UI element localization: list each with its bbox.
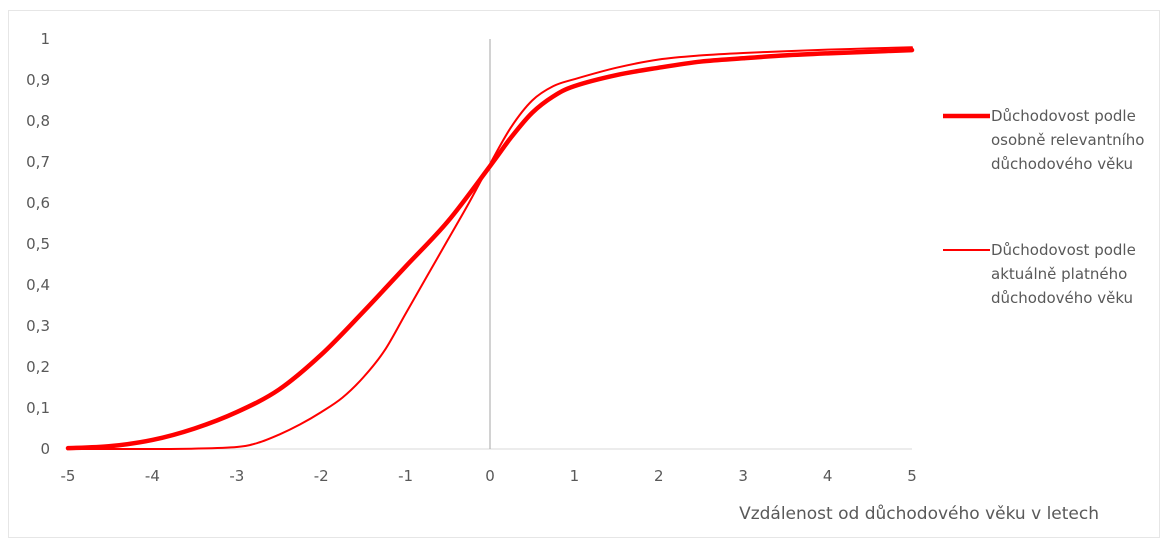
legend-label-2: Důchodovost podle: [991, 241, 1136, 259]
x-tick-label: 0: [485, 467, 495, 485]
legend-label-1: osobně relevantního: [991, 131, 1144, 149]
x-tick-label: 4: [823, 467, 833, 485]
chart-frame: [8, 10, 1160, 538]
legend-label-1: důchodového věku: [991, 155, 1133, 173]
legend-label-1: Důchodovost podle: [991, 107, 1136, 125]
y-tick-label: 0,2: [26, 358, 50, 376]
x-tick-label: -1: [398, 467, 413, 485]
legend-label-2: důchodového věku: [991, 289, 1133, 307]
y-tick-label: 0,9: [26, 71, 50, 89]
x-tick-label: -3: [229, 467, 244, 485]
x-tick-label: -4: [145, 467, 160, 485]
y-tick-label: 0,8: [26, 112, 50, 130]
x-axis-labels: -5 -4 -3 -2 -1 0 1 2 3 4 5: [61, 467, 917, 485]
x-tick-label: 1: [570, 467, 580, 485]
y-axis-labels: 0 0,1 0,2 0,3 0,4 0,5 0,6 0,7 0,8 0,9 1: [26, 30, 50, 458]
y-tick-label: 0,3: [26, 317, 50, 335]
y-tick-label: 0,7: [26, 153, 50, 171]
y-tick-label: 0,5: [26, 235, 50, 253]
x-tick-label: 5: [907, 467, 917, 485]
y-tick-label: 1: [40, 30, 50, 48]
series-line-1: [65, 47, 915, 451]
y-tick-label: 0,1: [26, 399, 50, 417]
series-group: [65, 46, 915, 451]
x-tick-label: 3: [738, 467, 748, 485]
x-tick-label: -2: [314, 467, 329, 485]
y-tick-label: 0,4: [26, 276, 50, 294]
x-tick-label: -5: [61, 467, 76, 485]
x-tick-label: 2: [654, 467, 664, 485]
x-axis-title: Vzdálenost od důchodového věku v letech: [739, 504, 1099, 524]
y-tick-label: 0: [40, 440, 50, 458]
legend-label-2: aktuálně platného: [991, 265, 1127, 283]
y-tick-label: 0,6: [26, 194, 50, 212]
legend: Důchodovost podle osobně relevantního důch…: [943, 107, 1144, 307]
series-line-2: [67, 46, 913, 451]
